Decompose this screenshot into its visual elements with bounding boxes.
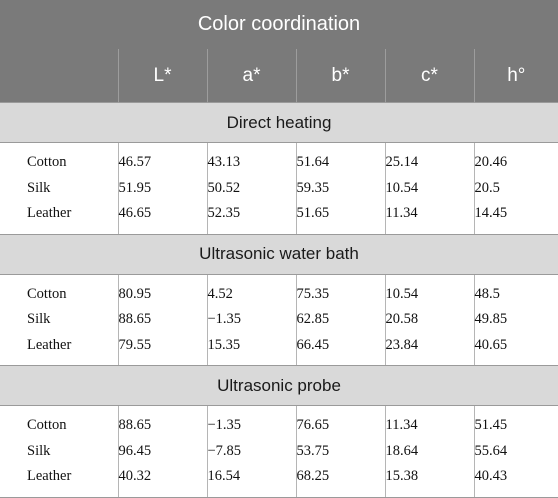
value-cell: −1.35: [206, 307, 296, 333]
value-cell: 15.35: [206, 332, 296, 366]
value-cell: 20.46: [473, 142, 558, 176]
value-cell: 62.85: [295, 307, 385, 333]
value-cell: 23.84: [384, 332, 474, 366]
section-label: Ultrasonic water bath: [0, 233, 558, 275]
value-cell: 52.35: [206, 201, 296, 235]
value-cell: 11.34: [384, 405, 474, 439]
section-row: Ultrasonic probe: [0, 365, 558, 406]
material-name: Silk: [27, 442, 51, 459]
material-name: Silk: [27, 179, 51, 196]
material-name: Cotton: [27, 417, 67, 434]
value-cell: 88.65: [117, 307, 207, 333]
value-cell: 49.85: [473, 307, 558, 333]
table-row: Leather 46.65 52.35 51.65 11.34 14.45: [0, 201, 558, 235]
value-cell: 59.35: [295, 175, 385, 201]
table-row: Silk 51.95 50.52 59.35 10.54 20.5: [0, 175, 558, 201]
value-cell: 88.65: [117, 405, 207, 439]
header-row: L* a* b* c* h°: [0, 49, 558, 103]
value-cell: 55.64: [473, 438, 558, 464]
table-row: Leather 79.55 15.35 66.45 23.84 40.65: [0, 332, 558, 366]
material-name: Cotton: [27, 154, 67, 171]
value-cell: 40.43: [473, 464, 558, 498]
material-name: Silk: [27, 311, 51, 328]
value-cell: 14.45: [473, 201, 558, 235]
value-cell: 18.64: [384, 438, 474, 464]
value-cell: 76.65: [295, 405, 385, 439]
section-row: Ultrasonic water bath: [0, 233, 558, 275]
table-row: Leather 40.32 16.54 68.25 15.38 40.43: [0, 464, 558, 498]
section-label: Ultrasonic probe: [0, 365, 558, 406]
value-cell: 48.5: [473, 274, 558, 307]
header-cell-a: a*: [206, 49, 296, 103]
section-label: Direct heating: [0, 102, 558, 143]
material-name: Leather: [0, 332, 118, 366]
material-name: Leather: [0, 464, 118, 498]
value-cell: 46.65: [117, 201, 207, 235]
table-row: Silk 96.45 −7.85 53.75 18.64 55.64: [0, 438, 558, 464]
value-cell: −7.85: [206, 438, 296, 464]
table-row: Cotton 80.95 4.52 75.35 10.54 48.5: [0, 274, 558, 307]
material-name: Leather: [0, 201, 118, 235]
value-cell: 80.95: [117, 274, 207, 307]
value-cell: 53.75: [295, 438, 385, 464]
value-cell: 75.35: [295, 274, 385, 307]
value-cell: 40.65: [473, 332, 558, 366]
value-cell: 25.14: [384, 142, 474, 176]
table-row: Cotton 46.57 43.13 51.64 25.14 20.46: [0, 142, 558, 176]
header-cell-blank: [0, 49, 118, 103]
table-row: Cotton 88.65 −1.35 76.65 11.34 51.45: [0, 405, 558, 439]
value-cell: 51.95: [117, 175, 207, 201]
value-cell: 51.45: [473, 405, 558, 439]
value-cell: 40.32: [117, 464, 207, 498]
value-cell: 20.58: [384, 307, 474, 333]
value-cell: 51.64: [295, 142, 385, 176]
table-title: Color coordination: [0, 0, 558, 49]
value-cell: 4.52: [206, 274, 296, 307]
section-row: Direct heating: [0, 102, 558, 143]
value-cell: 20.5: [473, 175, 558, 201]
value-cell: 10.54: [384, 175, 474, 201]
value-cell: 68.25: [295, 464, 385, 498]
header-cell-l: L*: [117, 49, 207, 103]
value-cell: 79.55: [117, 332, 207, 366]
value-cell: 50.52: [206, 175, 296, 201]
value-cell: 46.57: [117, 142, 207, 176]
header-cell-h: h°: [473, 49, 558, 103]
title-row: Color coordination: [0, 0, 558, 49]
value-cell: −1.35: [206, 405, 296, 439]
value-cell: 10.54: [384, 274, 474, 307]
table-row: Silk 88.65 −1.35 62.85 20.58 49.85: [0, 307, 558, 333]
value-cell: 16.54: [206, 464, 296, 498]
header-cell-b: b*: [295, 49, 385, 103]
value-cell: 66.45: [295, 332, 385, 366]
header-cell-c: c*: [384, 49, 474, 103]
value-cell: 51.65: [295, 201, 385, 235]
material-name: Cotton: [27, 285, 67, 302]
value-cell: 43.13: [206, 142, 296, 176]
value-cell: 11.34: [384, 201, 474, 235]
value-cell: 96.45: [117, 438, 207, 464]
value-cell: 15.38: [384, 464, 474, 498]
